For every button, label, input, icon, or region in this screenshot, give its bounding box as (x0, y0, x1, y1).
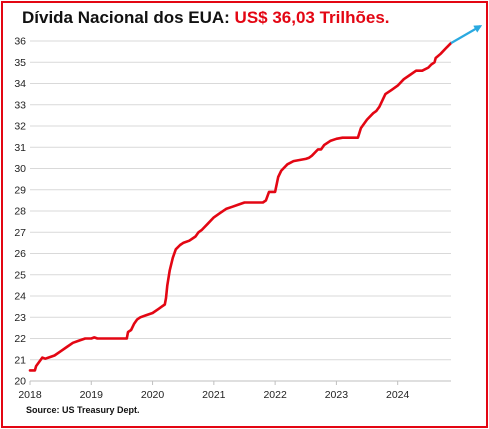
source-note: Source: US Treasury Dept. (26, 405, 140, 415)
y-tick-label: 24 (14, 291, 26, 303)
x-tick-label: 2022 (263, 389, 287, 401)
trend-arrow (450, 25, 483, 45)
chart-title-prefix: Dívida Nacional dos EUA: (22, 8, 235, 27)
y-tick-label: 31 (14, 142, 26, 154)
x-tick-label: 2023 (325, 389, 349, 401)
y-tick-label: 21 (14, 354, 26, 366)
y-tick-label: 26 (14, 248, 26, 260)
chart-title-highlight: US$ 36,03 Trilhões. (234, 8, 390, 27)
x-tick-label: 2020 (141, 389, 165, 401)
y-tick-label: 33 (14, 99, 26, 111)
y-tick-label: 25 (14, 269, 26, 281)
debt-series-line (28, 41, 453, 372)
axes (29, 380, 451, 385)
x-tick-label: 2021 (202, 389, 226, 401)
y-tick-label: 32 (14, 121, 26, 133)
y-tick-label: 36 (14, 36, 26, 48)
y-tick-label: 23 (14, 312, 26, 324)
x-tick-label: 2024 (386, 389, 410, 401)
y-tick-label: 28 (14, 206, 26, 218)
chart-title: Dívida Nacional dos EUA: US$ 36,03 Trilh… (22, 8, 390, 28)
series (28, 25, 483, 372)
x-tick-labels: 2018 2019 2020 2021 2022 2023 2024 (18, 389, 409, 401)
y-tick-label: 27 (14, 227, 26, 239)
y-tick-label: 30 (14, 163, 26, 175)
x-tick-label: 2019 (80, 389, 104, 401)
y-tick-label: 29 (14, 184, 26, 196)
y-tick-label: 34 (14, 78, 26, 90)
x-tick-label: 2018 (18, 389, 42, 401)
y-tick-label: 35 (14, 57, 26, 69)
y-tick-label: 20 (14, 376, 26, 388)
y-tick-labels: 20 21 22 23 24 25 26 27 28 29 30 31 32 33 34 35 36 (14, 36, 26, 388)
y-tick-label: 22 (14, 333, 26, 345)
